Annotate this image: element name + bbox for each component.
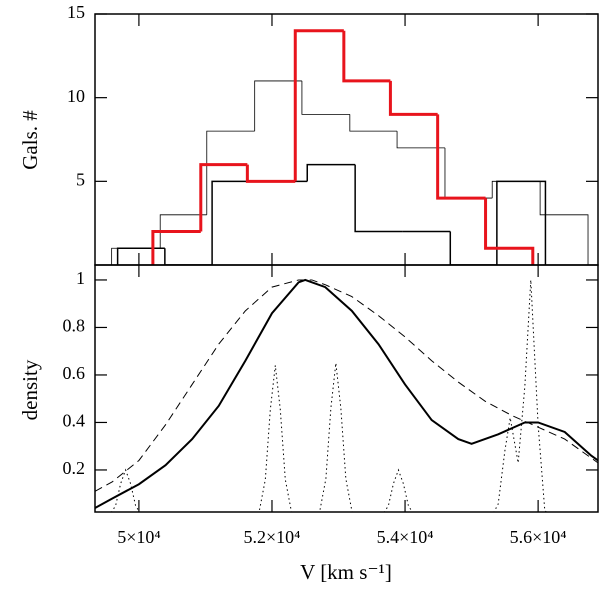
histogram-bar [539, 181, 589, 265]
x-tick-label: 5.6×10⁴ [510, 527, 567, 547]
histogram-bar [484, 198, 535, 265]
histogram-bar [245, 164, 296, 183]
x-tick-label: 5×10⁴ [117, 527, 160, 547]
axes-frame [94, 13, 599, 266]
histogram-bar [254, 80, 302, 132]
x-axis-label: V [km s⁻¹] [300, 560, 392, 584]
histogram-bar [116, 247, 165, 265]
histogram-bar [354, 164, 403, 233]
histogram-bar [211, 180, 261, 265]
x-tick-label: 5.4×10⁴ [377, 527, 434, 547]
y-tick-label: 1 [76, 268, 85, 288]
plot-area [95, 278, 598, 512]
y-axis-label: Gals. # [18, 110, 42, 170]
histogram-bar [301, 80, 350, 115]
histogram-bar [349, 114, 398, 132]
y-tick-label: 15 [67, 2, 85, 22]
histogram-bar [396, 131, 445, 149]
histogram-bar [342, 30, 391, 83]
y-tick-label: 10 [67, 86, 85, 106]
histogram-bar [199, 163, 248, 232]
density-curve [111, 279, 548, 512]
plot-area [111, 29, 589, 265]
histogram-bar [151, 230, 201, 265]
y-tick-label: 0.6 [63, 363, 86, 383]
x-tick-label: 5.2×10⁴ [244, 527, 301, 547]
histogram-bar [436, 114, 486, 200]
y-tick-label: 0.4 [63, 411, 86, 431]
histogram-bar [444, 147, 493, 199]
axes-frame [94, 264, 599, 513]
y-tick-label: 5 [76, 169, 85, 189]
histogram-bar [449, 231, 497, 265]
histogram-bar [164, 248, 213, 265]
histogram-bar [159, 214, 207, 249]
histogram-bar [206, 130, 255, 215]
histogram-bar [496, 180, 547, 265]
y-tick-label: 0.8 [63, 316, 86, 336]
density-curve [95, 279, 598, 492]
histogram-bar [388, 80, 438, 116]
y-tick-label: 0.2 [63, 458, 86, 478]
density-curve [95, 278, 598, 509]
y-axis-label: density [18, 359, 42, 420]
histogram-bar [293, 29, 344, 182]
histogram-bar [306, 163, 356, 182]
histogram-bar [491, 180, 541, 199]
